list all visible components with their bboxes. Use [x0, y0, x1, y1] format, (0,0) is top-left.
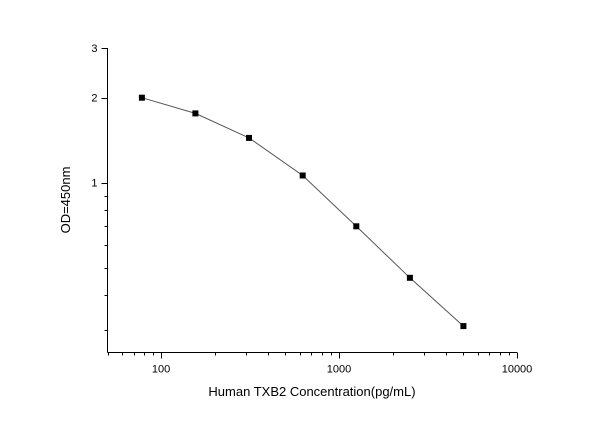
y-tick-label: 3: [91, 43, 97, 55]
x-tick-label: 1000: [327, 364, 351, 376]
series-line: [141, 97, 464, 327]
x-ticks: 100 1000 10000: [108, 352, 533, 376]
x-axis-label: Human TXB2 Concentration(pg/mL): [208, 384, 415, 399]
data-point: [299, 172, 306, 179]
y-tick-label: 1: [91, 178, 97, 190]
axes: [107, 48, 517, 353]
x-tick-label: 100: [152, 364, 170, 376]
y-axis-label: OD=450nm: [58, 167, 73, 234]
x-tick-label: 10000: [502, 364, 533, 376]
data-point: [246, 134, 252, 141]
data-point: [192, 110, 199, 117]
series: [138, 94, 467, 330]
y-ticks: 1 2 3: [91, 43, 108, 331]
data-point: [406, 274, 413, 281]
y-tick-label: 2: [91, 93, 97, 105]
data-point: [460, 323, 467, 330]
data-point: [353, 223, 360, 230]
data-point: [138, 94, 145, 101]
